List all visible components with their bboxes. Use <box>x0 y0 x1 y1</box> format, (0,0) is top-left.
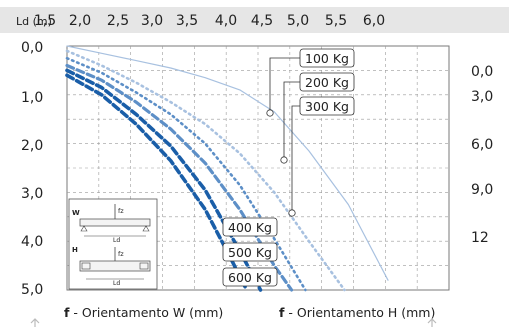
header-bar <box>0 7 509 33</box>
y-left-tick-label: 2,0 <box>21 138 43 154</box>
x-tick-label: 5,5 <box>325 13 347 29</box>
x-axis-label-w-text: - Orientamento W (mm) <box>69 305 223 320</box>
x-tick-label: 4,0 <box>215 13 237 29</box>
load-label: 100 Kg <box>305 51 349 66</box>
inset-label-h: H <box>72 246 78 254</box>
y-right-tick-label: 6,0 <box>471 137 493 153</box>
footer-labels: f - Orientamento W (mm) f - Orientamento … <box>30 305 437 327</box>
x-tick-label: 3,5 <box>176 13 198 29</box>
load-label: 200 Kg <box>305 75 349 90</box>
load-label: 500 Kg <box>228 245 272 260</box>
inset-beam-w <box>79 218 151 227</box>
y-right-tick-label: 0,0 <box>471 64 493 80</box>
inset-fz-h: fz <box>118 250 124 258</box>
inset-end-right <box>139 262 149 270</box>
tick-labels: 1,5 2,0 2,5 3,0 3,5 4,0 4,5 5,0 5,5 6,0 0,0 1,0 2,0 3… <box>21 13 493 298</box>
x-tick-label: 2,5 <box>107 13 129 29</box>
load-label-box <box>222 217 278 237</box>
inset-frame <box>68 198 158 290</box>
load-label-box <box>222 267 278 287</box>
y-left-tick-label: 4,0 <box>21 234 43 250</box>
y-left-tick-label: 3,0 <box>21 186 43 202</box>
x-tick-label: 5,0 <box>287 13 309 29</box>
y-left-tick-label: 1,0 <box>21 90 43 106</box>
arrow-up-icon <box>427 318 437 327</box>
inset-label-w: W <box>72 209 80 217</box>
load-label-box <box>299 96 355 116</box>
curve-200-kg <box>65 49 346 292</box>
inset-ld-w: Ld <box>113 237 120 244</box>
x-tick-label: 3,0 <box>141 13 163 29</box>
load-label-box <box>222 242 278 262</box>
y-left-tick-label: 0,0 <box>21 40 43 56</box>
leader-line <box>269 57 300 113</box>
x-axis-label-h: f - Orientamento H (mm) <box>279 305 435 320</box>
x-tick-label: 4,5 <box>251 13 273 29</box>
mounting-inset: W Hfz Ld fz Ld <box>68 198 158 290</box>
leader-line <box>283 81 300 160</box>
inset-end-left <box>81 262 91 270</box>
curve-100-kg <box>66 45 389 281</box>
x-axis-label-w: f - Orientamento W (mm) <box>64 305 223 320</box>
load-annotations: 100 Kg 200 Kg 300 Kg 400 Kg 500 Kg 600 Kg <box>222 48 355 287</box>
y-right-tick-label: 12 <box>471 230 489 246</box>
leader-line <box>291 105 300 213</box>
leader-marker <box>280 156 288 164</box>
load-label: 400 Kg <box>228 220 272 235</box>
load-label-box <box>299 48 355 68</box>
y-right-tick-label: 3,0 <box>471 89 493 105</box>
inset-ld-h: Ld <box>113 280 120 287</box>
inset-fz-w: fz <box>118 207 124 215</box>
leader-marker <box>266 109 274 117</box>
x-axis-label-h-text: - Orientamento H (mm) <box>284 305 435 320</box>
load-label: 300 Kg <box>305 99 349 114</box>
x-axis-label-w-bold: f <box>64 305 70 320</box>
x-tick-label: 1,5 <box>34 13 56 29</box>
y-left-tick-label: 5,0 <box>21 282 43 298</box>
load-label-box <box>299 72 355 92</box>
arrow-up-icon <box>30 318 40 327</box>
leader-marker <box>288 209 296 217</box>
load-label: 600 Kg <box>228 270 272 285</box>
x-axis-label-h-bold: f <box>279 305 285 320</box>
y-right-tick-label: 9,0 <box>471 182 493 198</box>
inset-supports-w <box>80 225 150 232</box>
header-axis-label: Ld (m) <box>16 15 52 28</box>
x-tick-label: 6,0 <box>363 13 385 29</box>
inset-beam-h <box>79 260 151 272</box>
x-tick-label: 2,0 <box>69 13 91 29</box>
